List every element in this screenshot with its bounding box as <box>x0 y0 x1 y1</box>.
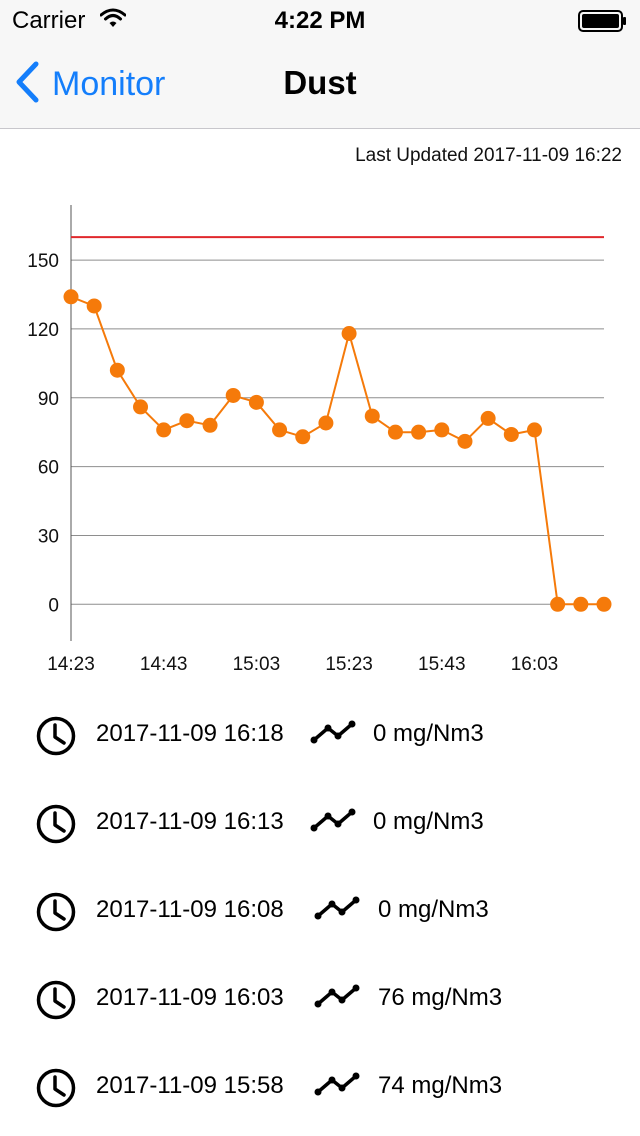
reading-row[interactable]: 2017-11-09 16:08 0 mg/Nm3 <box>0 868 640 956</box>
clock-icon <box>36 716 76 761</box>
reading-timestamp: 2017-11-09 16:08 <box>96 896 284 923</box>
data-point <box>63 289 79 305</box>
reading-value: 0 mg/Nm3 <box>378 896 489 923</box>
carrier-label: Carrier <box>12 7 86 34</box>
x-tick-label: 14:43 <box>140 654 188 675</box>
data-point <box>364 408 380 424</box>
trend-icon <box>310 808 356 839</box>
reading-timestamp: 2017-11-09 15:58 <box>96 1072 284 1099</box>
data-point <box>503 426 519 442</box>
x-tick-label: 16:03 <box>511 654 559 675</box>
trend-icon <box>310 720 356 751</box>
data-point <box>225 387 241 403</box>
chevron-left-icon <box>14 61 40 108</box>
data-point <box>248 394 264 410</box>
trend-icon <box>314 984 360 1015</box>
status-bar: Carrier 4:22 PM <box>0 0 640 40</box>
data-point <box>109 362 125 378</box>
x-tick-label: 15:23 <box>325 654 373 675</box>
navigation-bar: Monitor Dust <box>0 40 640 129</box>
trend-icon <box>314 896 360 927</box>
data-point <box>457 433 473 449</box>
back-button[interactable]: Monitor <box>14 61 166 108</box>
reading-value: 74 mg/Nm3 <box>378 1072 503 1099</box>
dust-line-chart: 0 30 60 90 120 150 14:23 14:43 15:03 15:23 15:43 16… <box>27 205 612 675</box>
status-time: 4:22 PM <box>274 7 366 34</box>
data-point <box>596 596 612 612</box>
reading-timestamp: 2017-11-09 16:03 <box>96 984 284 1011</box>
page-title: Dust <box>283 64 357 101</box>
reading-row[interactable]: 2017-11-09 16:13 0 mg/Nm3 <box>0 780 640 868</box>
reading-value: 0 mg/Nm3 <box>373 720 484 747</box>
clock-icon <box>36 1068 76 1113</box>
clock-icon <box>36 804 76 849</box>
last-updated-label: Last Updated 2017-11-09 16:22 <box>355 145 622 166</box>
battery-icon <box>578 10 628 37</box>
reading-row[interactable]: 2017-11-09 15:58 74 mg/Nm3 <box>0 1044 640 1132</box>
y-tick-label: 60 <box>38 458 59 479</box>
x-tick-label: 15:03 <box>233 654 281 675</box>
reading-value: 0 mg/Nm3 <box>373 808 484 835</box>
data-point <box>550 596 566 612</box>
wifi-icon <box>99 8 127 33</box>
clock-icon <box>36 892 76 937</box>
reading-row[interactable]: 2017-11-09 16:18 0 mg/Nm3 <box>0 692 640 780</box>
data-point <box>86 298 102 314</box>
data-point <box>318 415 334 431</box>
reading-value: 76 mg/Nm3 <box>378 984 503 1011</box>
y-tick-label: 90 <box>38 389 59 410</box>
y-tick-label: 120 <box>27 320 59 341</box>
data-point <box>480 410 496 426</box>
data-point <box>434 422 450 438</box>
reading-timestamp: 2017-11-09 16:18 <box>96 720 284 747</box>
data-point <box>202 417 218 433</box>
reading-timestamp: 2017-11-09 16:13 <box>96 808 284 835</box>
y-tick-label: 150 <box>27 251 59 272</box>
data-point <box>156 422 172 438</box>
data-point <box>387 424 403 440</box>
y-tick-label: 30 <box>38 526 59 547</box>
data-point <box>272 422 288 438</box>
trend-icon <box>314 1072 360 1103</box>
data-point <box>411 424 427 440</box>
data-point <box>295 429 311 445</box>
x-tick-label: 15:43 <box>418 654 466 675</box>
data-point <box>133 399 149 415</box>
data-point <box>526 422 542 438</box>
series-line <box>70 295 604 606</box>
y-tick-label: 0 <box>48 595 59 616</box>
data-point <box>179 413 195 429</box>
data-point <box>341 326 357 342</box>
back-button-label: Monitor <box>52 64 166 103</box>
reading-row[interactable]: 2017-11-09 16:03 76 mg/Nm3 <box>0 956 640 1044</box>
clock-icon <box>36 980 76 1025</box>
x-tick-label: 14:23 <box>47 654 95 675</box>
data-point <box>573 596 589 612</box>
